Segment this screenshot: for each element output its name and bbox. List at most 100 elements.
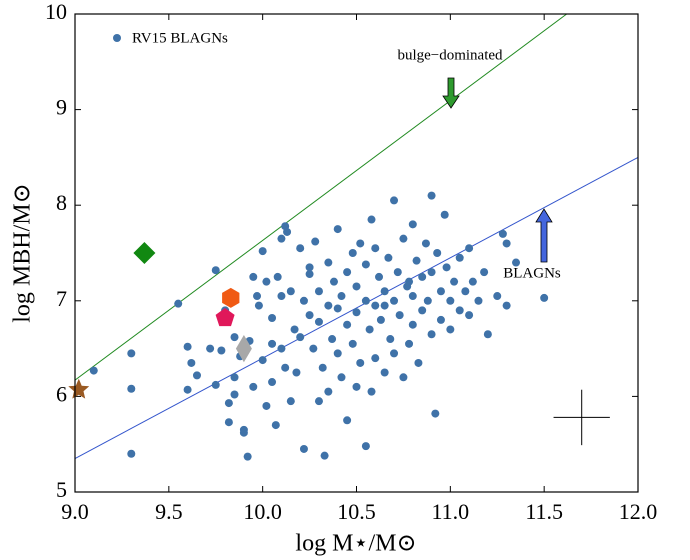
point [183, 385, 192, 394]
point [352, 308, 361, 317]
point [292, 368, 301, 377]
point [380, 368, 389, 377]
point [436, 287, 445, 296]
plot-frame [74, 13, 639, 493]
point [361, 296, 370, 305]
point [337, 373, 346, 382]
point [375, 272, 384, 281]
point [337, 292, 346, 301]
point [367, 387, 376, 396]
point [450, 277, 459, 286]
point [399, 234, 408, 243]
point [371, 301, 380, 310]
point [324, 258, 333, 267]
point [268, 314, 277, 323]
point [268, 339, 277, 348]
x-tick-label: 9.0 [61, 499, 89, 524]
point [427, 330, 436, 339]
point [314, 287, 323, 296]
point [243, 452, 252, 461]
point [371, 354, 380, 363]
point [305, 270, 314, 279]
marker-pentagon [215, 308, 235, 327]
x-tick-label: 10.5 [337, 499, 376, 524]
point [455, 253, 464, 262]
point [253, 292, 262, 301]
annotation: BLAGNs [503, 265, 561, 281]
relation-line [75, 14, 567, 381]
point [249, 382, 258, 391]
point [502, 239, 511, 248]
x-tick-label: 9.5 [155, 499, 183, 524]
arrow [442, 77, 460, 109]
marker-diamond [133, 242, 156, 264]
point [480, 268, 489, 277]
point [333, 349, 342, 358]
point [393, 268, 402, 277]
point [239, 428, 248, 437]
point [271, 421, 280, 430]
point [540, 293, 549, 302]
point [365, 325, 374, 334]
y-tick-label: 10 [45, 0, 67, 24]
point [423, 296, 432, 305]
arrow [535, 208, 553, 263]
point [418, 272, 427, 281]
x-tick-label: 11.5 [525, 499, 563, 524]
legend-text: RV15 BLAGNs [132, 30, 228, 46]
point [127, 384, 136, 393]
point [390, 296, 399, 305]
x-tick-label: 10.0 [243, 499, 282, 524]
point [230, 390, 239, 399]
point [431, 409, 440, 418]
point [343, 320, 352, 329]
point [318, 363, 327, 372]
point [408, 320, 417, 329]
point [405, 339, 414, 348]
point [399, 373, 408, 382]
y-tick-label: 9 [56, 95, 67, 120]
point [455, 306, 464, 315]
x-axis-label: log M⋆/M⊙ [295, 531, 416, 557]
point [249, 272, 258, 281]
point [474, 296, 483, 305]
point [356, 358, 365, 367]
point [493, 292, 502, 301]
point [211, 266, 220, 275]
point [465, 311, 474, 320]
point [376, 315, 385, 324]
point [277, 344, 286, 353]
x-tick-label: 11.0 [431, 499, 469, 524]
point [283, 227, 292, 236]
point [89, 366, 98, 375]
point [281, 363, 290, 372]
point [348, 339, 357, 348]
annotation: bulge−dominated [397, 47, 503, 63]
y-axis-label: log MBH/M⊙ [10, 183, 36, 322]
point [356, 239, 365, 248]
point [412, 256, 421, 265]
point [408, 220, 417, 229]
point [217, 346, 226, 355]
point [305, 263, 314, 272]
point [427, 268, 436, 277]
point [192, 371, 201, 380]
point [465, 244, 474, 253]
point [324, 301, 333, 310]
point [309, 344, 318, 353]
point [343, 416, 352, 425]
point [329, 277, 338, 286]
point [224, 399, 233, 408]
point [314, 317, 323, 326]
point [343, 268, 352, 277]
point [386, 335, 395, 344]
point [258, 247, 267, 256]
point [446, 325, 455, 334]
point [224, 418, 233, 427]
point [320, 451, 329, 460]
point [277, 234, 286, 243]
point [286, 287, 295, 296]
point [187, 358, 196, 367]
point [183, 342, 192, 351]
marker-hexagon [222, 287, 240, 308]
